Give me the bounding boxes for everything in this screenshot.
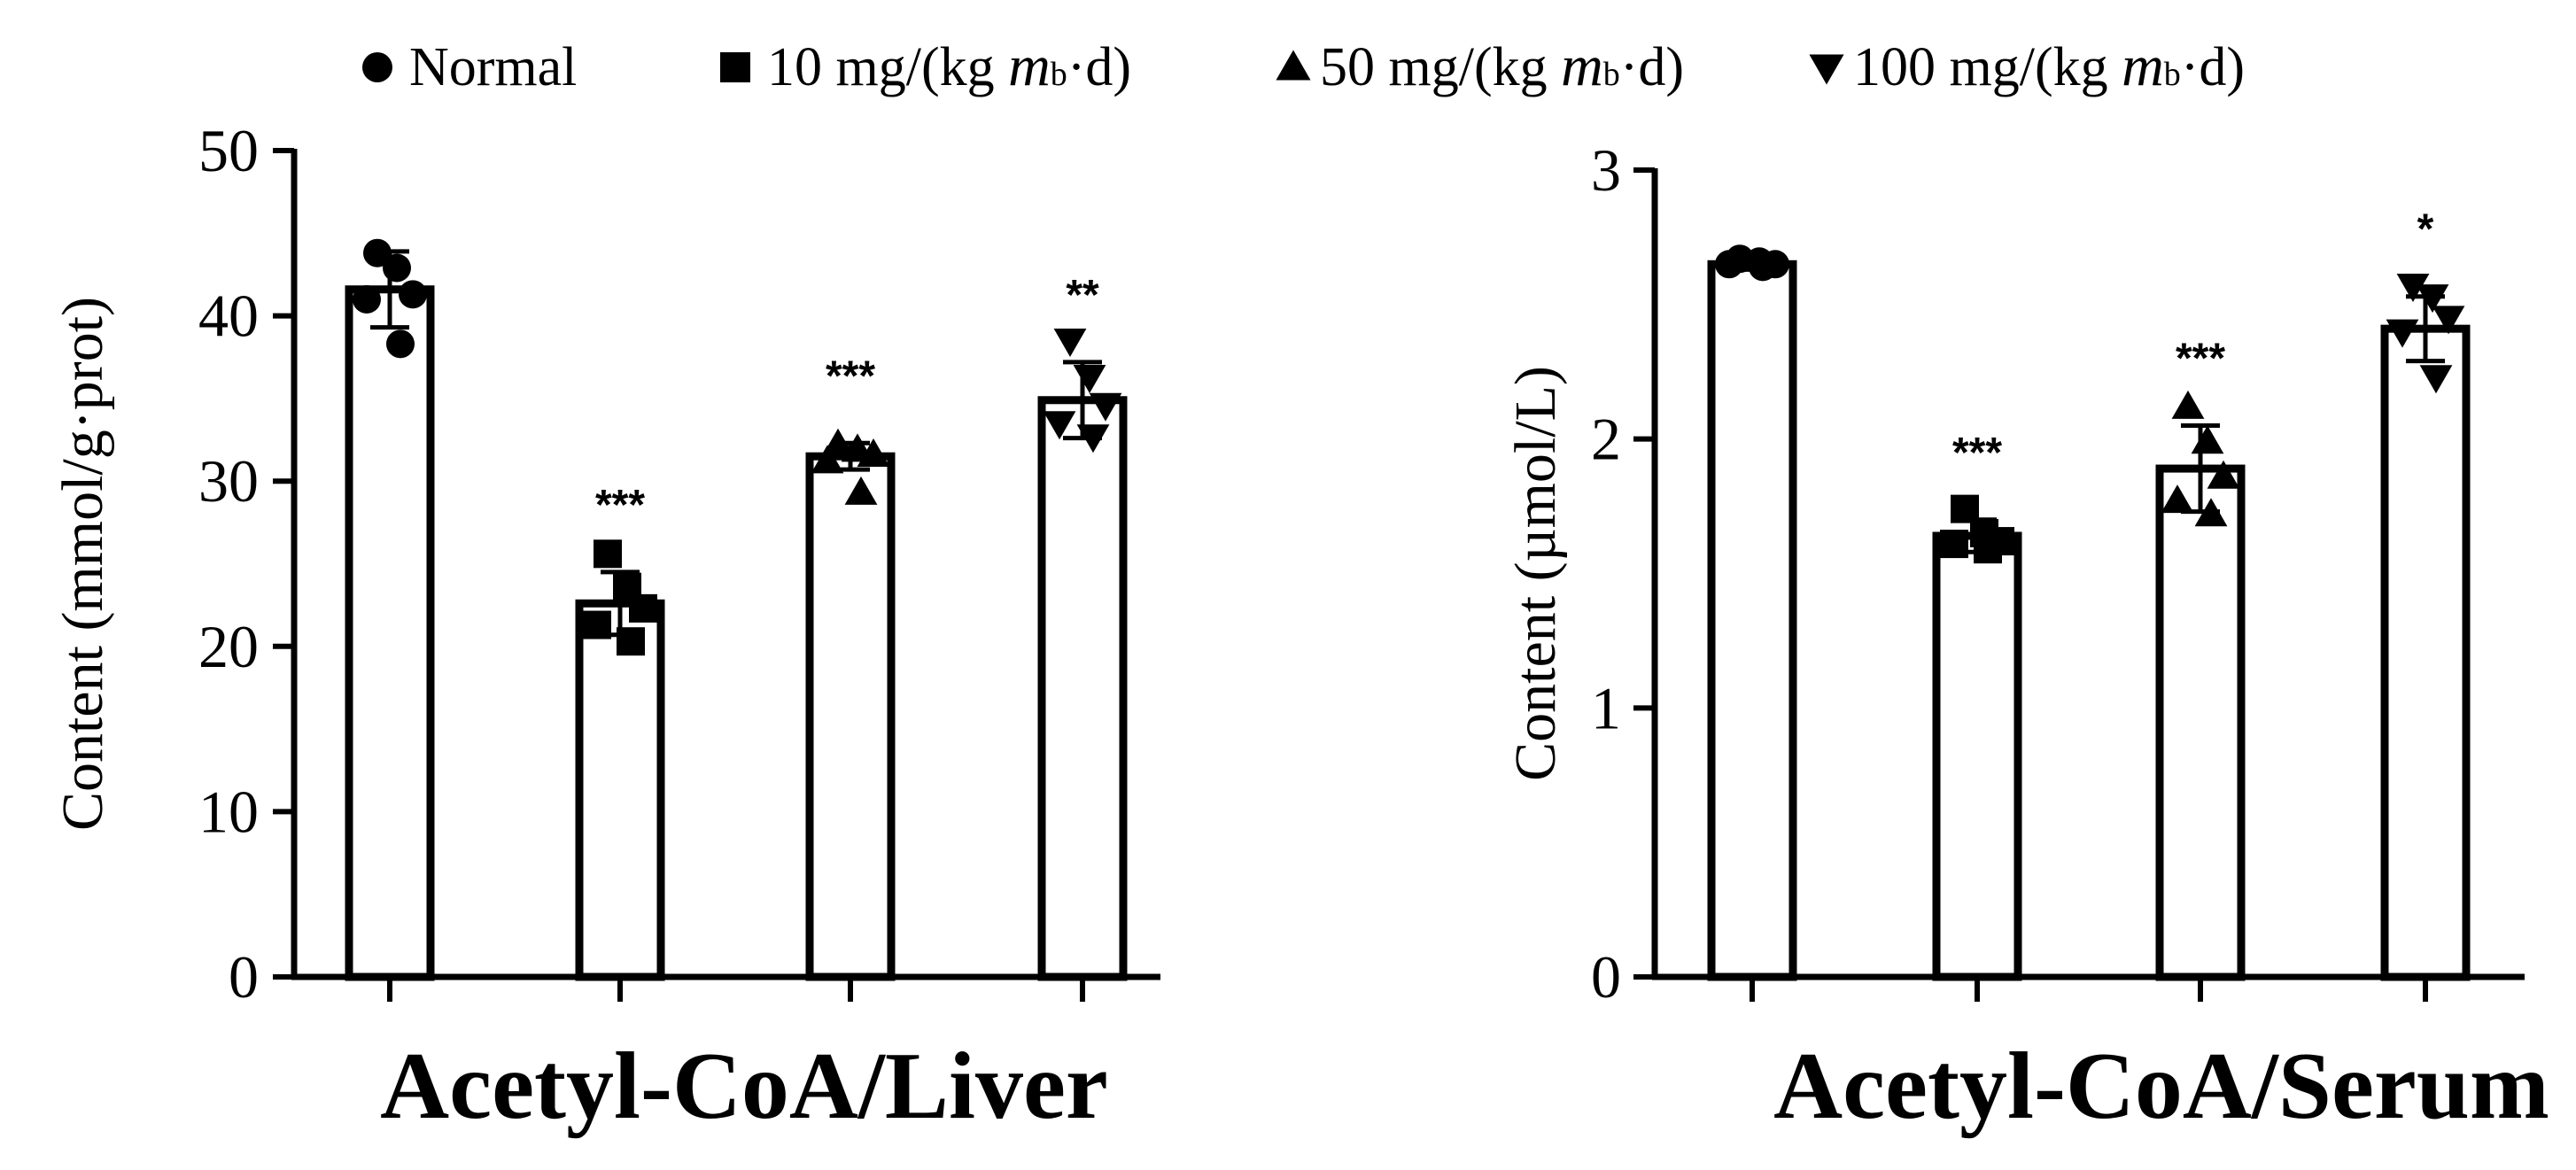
y-tick-label: 50 [198,117,259,184]
data-point-100mg [1073,365,1106,394]
y-tick-label: 0 [229,943,259,1011]
bar-normal [345,285,435,981]
data-point-100mg [1043,411,1076,440]
legend: Normal 10 mg/(kg mb·d) 50 mg/(kg mb·d) 100 … [362,34,2245,98]
data-point-50mg [2171,390,2205,419]
data-point-normal [1749,252,1777,282]
y-tick-label: 30 [198,447,259,515]
data-point-100mg [2386,319,2419,348]
bar-50mg [805,452,896,981]
data-point-10mg [594,539,622,569]
data-point-100mg [2396,273,2430,302]
data-point-100mg [2416,284,2449,314]
data-point-50mg [2207,460,2240,489]
y-tick-label: 10 [198,778,259,845]
y-axis-label: Content (µmol/L) [1503,366,1568,781]
data-point-normal [363,238,392,267]
chart-title: Acetyl-CoA/Liver [380,1034,1108,1139]
data-point-100mg [2419,365,2453,394]
legend-label-3: 50 mg/(kg mb·d) [1320,34,1684,98]
data-point-10mg [1951,494,1979,523]
bar-100mg [1037,396,1128,981]
bar-10mg [575,599,665,981]
data-point-100mg [1053,328,1087,357]
significance-label-100mg: ** [1066,272,1099,319]
data-point-50mg [857,438,890,467]
data-point-normal [399,280,427,309]
legend-label-2: 10 mg/(kg mb·d) [767,34,1131,98]
significance-label-50mg: *** [2176,335,2225,382]
bar-normal [1707,260,1797,981]
bar-50mg [2155,464,2246,981]
legend-marker-square [720,52,750,82]
data-point-normal [1715,250,1743,279]
y-tick-label: 3 [1591,136,1621,204]
significance-label-10mg: *** [595,482,645,529]
data-point-50mg [2161,484,2194,514]
data-point-normal [353,284,381,314]
legend-marker-circle [362,52,392,82]
y-tick-label: 40 [198,283,259,350]
data-point-50mg [2191,425,2224,454]
legend-label-4: 100 mg/(kg mb·d) [1853,34,2245,98]
data-point-10mg [583,610,611,639]
legend-marker-triangle-down [1809,54,1844,85]
data-point-50mg [844,476,878,505]
y-tick-label: 2 [1591,406,1621,473]
y-axis-label: Content (mmol/g·prot) [50,297,115,831]
data-point-normal [383,253,411,283]
data-point-100mg [1089,392,1122,422]
data-point-10mg [1974,535,2002,564]
data-point-10mg [617,627,645,656]
data-point-50mg [2194,498,2228,527]
y-tick-label: 1 [1591,674,1621,741]
data-point-normal [386,329,415,359]
data-point-100mg [2432,306,2465,335]
bar-10mg [1932,531,2022,981]
significance-label-50mg: *** [826,353,875,399]
y-tick-label: 20 [198,613,259,680]
data-point-10mg [1940,530,1968,559]
y-tick-label: 0 [1591,943,1621,1011]
data-point-50mg [811,445,844,474]
bar-100mg [2380,324,2471,981]
legend-label-1: Normal [409,37,577,97]
legend-marker-triangle-up [1276,50,1311,81]
data-point-100mg [1076,424,1110,453]
data-point-10mg [629,593,657,623]
chart-title: Acetyl-CoA/Serum [1773,1034,2549,1139]
significance-label-10mg: *** [1952,430,2002,477]
significance-label-100mg: * [2417,206,2434,253]
